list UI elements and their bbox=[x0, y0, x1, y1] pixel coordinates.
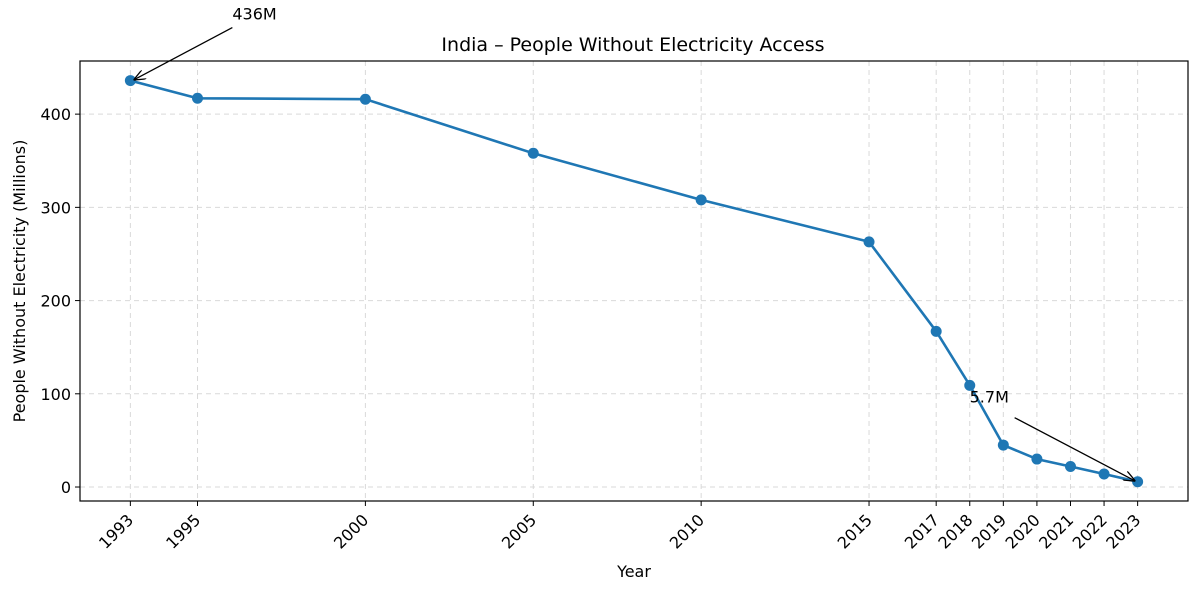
x-tick-label: 2018 bbox=[934, 510, 976, 552]
annotation-label: 436M bbox=[232, 5, 276, 24]
x-tick-label: 1995 bbox=[162, 510, 204, 552]
x-tick-label: 2020 bbox=[1002, 510, 1044, 552]
x-tick-label: 2005 bbox=[498, 510, 540, 552]
x-tick-label: 2017 bbox=[901, 510, 943, 552]
annotation-arrow bbox=[134, 27, 233, 80]
x-tick-label: 2010 bbox=[666, 510, 708, 552]
data-point bbox=[124, 75, 136, 87]
data-point bbox=[930, 325, 942, 337]
data-point bbox=[359, 93, 371, 105]
y-axis-label: People Without Electricity (Millions) bbox=[10, 140, 29, 423]
data-point bbox=[1098, 468, 1110, 480]
data-point bbox=[863, 236, 875, 248]
x-tick-label: 1993 bbox=[95, 510, 137, 552]
annotation-label: 5.7M bbox=[970, 388, 1009, 407]
data-point bbox=[1031, 453, 1043, 465]
x-tick-label: 2021 bbox=[1035, 510, 1077, 552]
x-axis: 1993 1995 2000 2005 2010 2015 2017201820192020… bbox=[95, 501, 1144, 553]
x-tick-label: 2022 bbox=[1069, 510, 1111, 552]
series-layer bbox=[124, 75, 1144, 488]
data-point bbox=[997, 439, 1009, 451]
data-point bbox=[1064, 461, 1076, 473]
y-axis: 0 100 200 300 400 bbox=[40, 105, 80, 497]
y-tick-label: 300 bbox=[40, 198, 71, 217]
annotations: 436M 5.7M bbox=[134, 5, 1134, 481]
data-point bbox=[527, 147, 539, 159]
y-tick-label: 100 bbox=[40, 385, 71, 404]
x-tick-label: 2000 bbox=[330, 510, 372, 552]
x-tick-label: 2023 bbox=[1102, 510, 1144, 552]
annotation-arrow bbox=[1014, 417, 1135, 481]
grid bbox=[80, 61, 1188, 501]
x-tick-label: 2015 bbox=[834, 510, 876, 552]
data-point bbox=[1132, 476, 1144, 488]
data-point bbox=[695, 194, 707, 206]
y-tick-label: 200 bbox=[40, 292, 71, 311]
y-tick-label: 0 bbox=[61, 478, 71, 497]
x-tick-label: 2019 bbox=[968, 510, 1010, 552]
chart-title: India – People Without Electricity Acces… bbox=[441, 34, 824, 56]
data-point bbox=[964, 379, 976, 391]
plot-frame bbox=[79, 60, 1189, 502]
data-point bbox=[192, 92, 204, 104]
y-tick-label: 400 bbox=[40, 105, 71, 124]
series-line bbox=[130, 79, 1138, 483]
x-axis-label: Year bbox=[616, 562, 651, 581]
